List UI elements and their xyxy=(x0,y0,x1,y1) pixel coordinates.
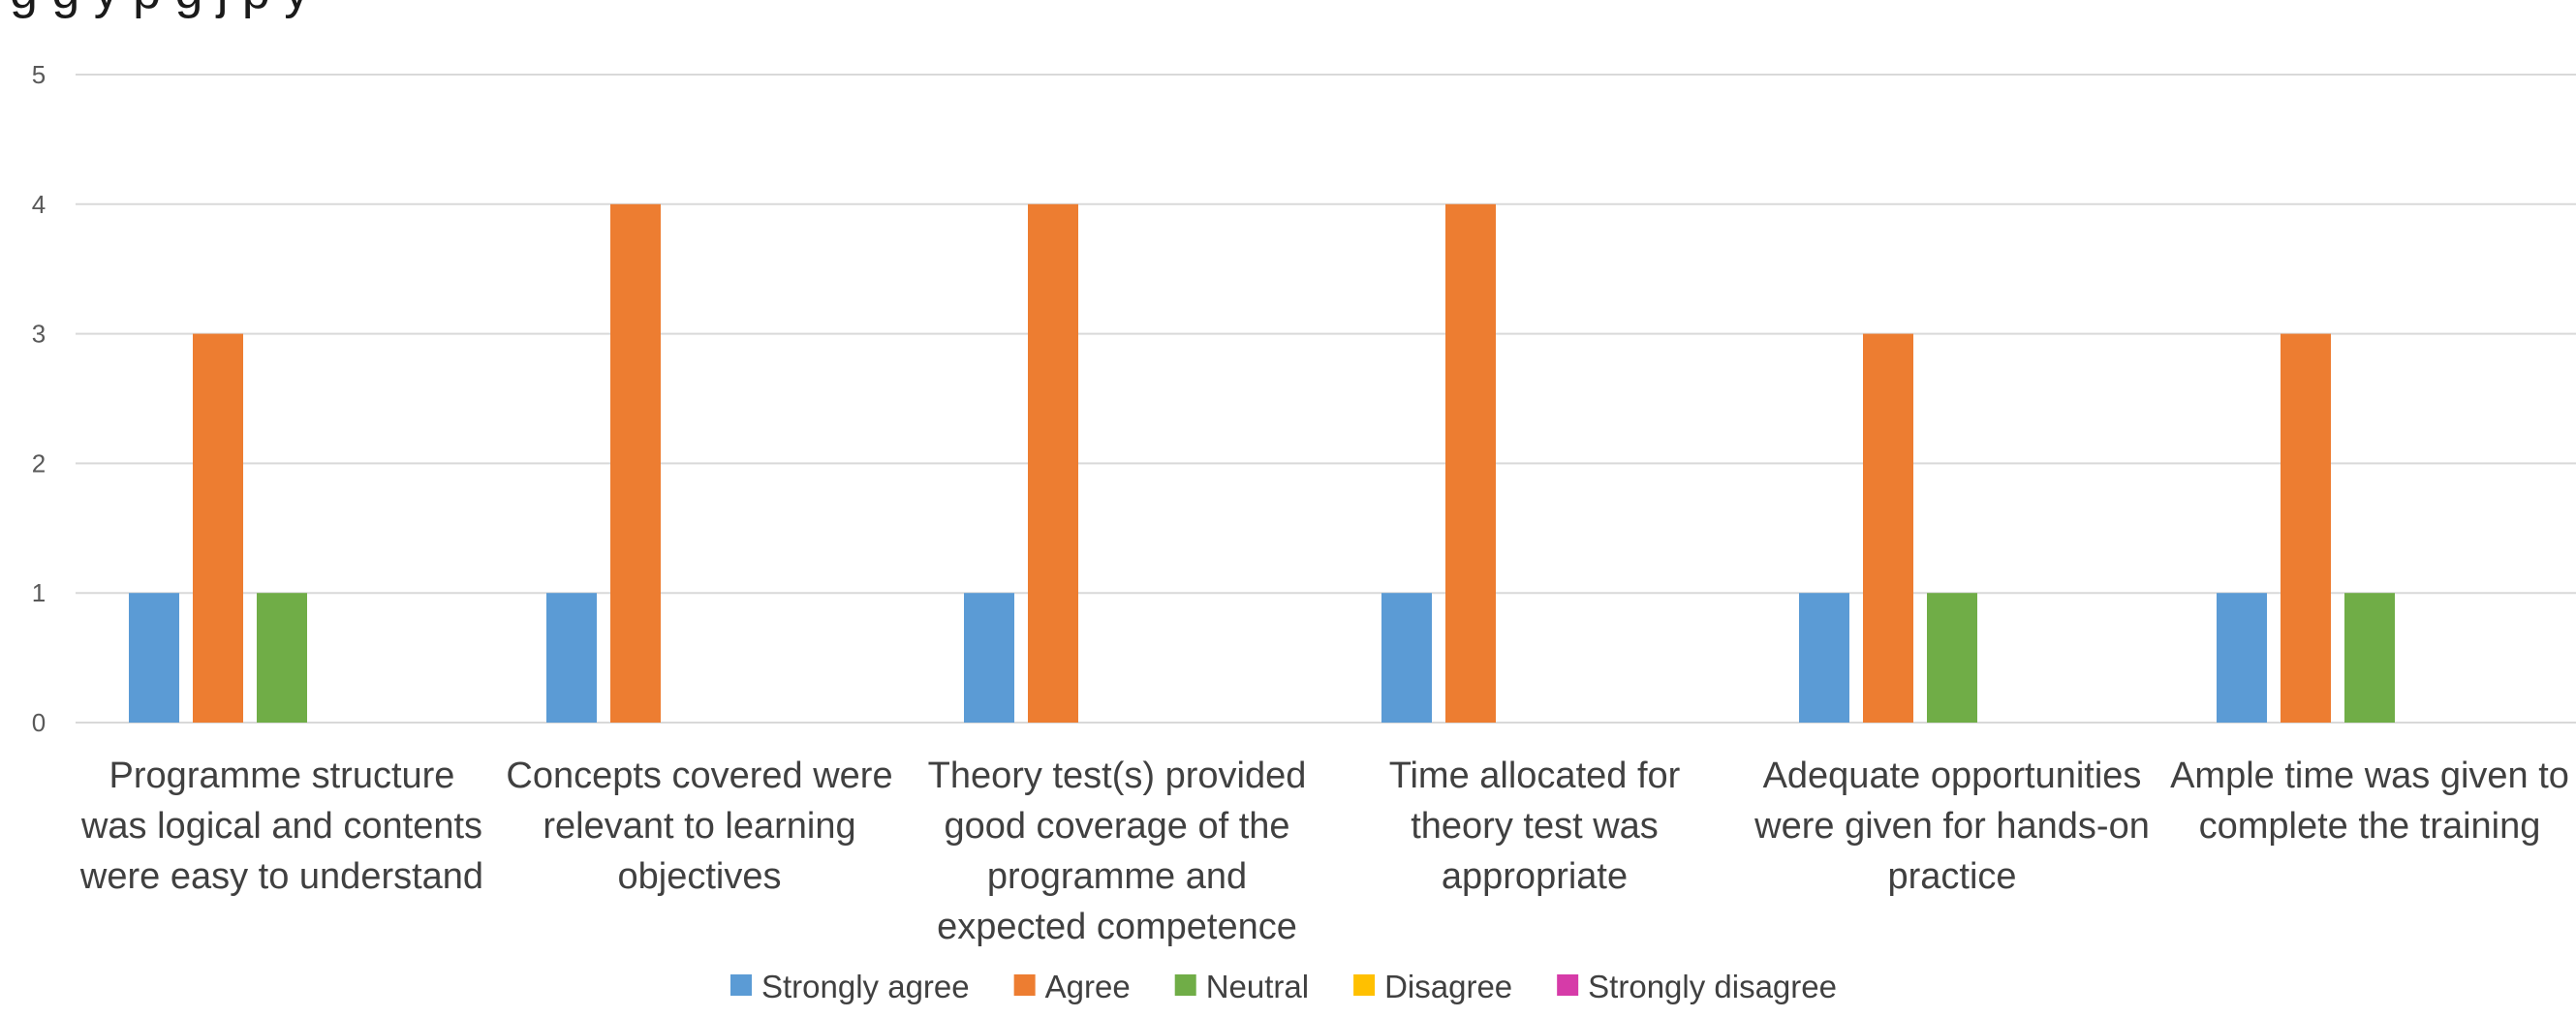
legend-label: Strongly agree xyxy=(761,969,970,1004)
legend: Strongly agree Agree Neutral Disagree Strong… xyxy=(730,969,1837,1004)
gridlines xyxy=(76,74,2576,724)
bar-agree xyxy=(1863,333,1913,723)
x-category-label-line: Theory test(s) provided xyxy=(928,756,1307,796)
bar-strongly-agree xyxy=(129,593,179,723)
x-category-label-line: Adequate opportunities xyxy=(1763,756,2142,796)
bar-neutral xyxy=(2344,593,2395,723)
legend-swatch xyxy=(1174,974,1196,996)
x-category-label-line: relevant to learning xyxy=(543,806,855,847)
bar-agree xyxy=(1445,203,1496,724)
legend-label: Disagree xyxy=(1384,969,1512,1004)
y-tick-label: 5 xyxy=(32,60,46,89)
legend-label: Strongly disagree xyxy=(1588,969,1837,1004)
x-category-label-line: were given for hands-on xyxy=(1754,806,2150,847)
x-category-label: Ample time was given to complete the trai… xyxy=(2170,756,2569,847)
x-category-label-line: theory test was xyxy=(1411,806,1659,847)
legend-label: Agree xyxy=(1045,969,1131,1004)
bar-strongly-agree xyxy=(1799,593,1849,723)
bar-strongly-agree xyxy=(546,593,597,723)
x-category-label-line: Ample time was given to xyxy=(2170,756,2569,796)
x-category-label-line: complete the training xyxy=(2199,806,2541,847)
x-category-label: Concepts covered were relevant to learnin… xyxy=(506,756,892,897)
legend-swatch xyxy=(730,974,752,996)
y-tick-label: 4 xyxy=(32,190,46,219)
x-category-label: Theory test(s) provided good coverage of … xyxy=(928,756,1307,947)
x-category-label-line: appropriate xyxy=(1442,856,1628,897)
y-tick-label: 2 xyxy=(32,448,46,478)
bar-strongly-agree xyxy=(2217,593,2267,723)
y-axis-tick-labels: 0 1 2 3 4 5 xyxy=(32,60,46,737)
x-category-label-line: were easy to understand xyxy=(79,856,483,897)
x-category-label-line: Programme structure xyxy=(109,756,455,796)
bar-agree xyxy=(2281,333,2331,723)
legend-swatch xyxy=(1013,974,1036,996)
bar-strongly-agree xyxy=(1381,593,1432,723)
chart-title: g g y p g j p y xyxy=(10,0,309,19)
x-category-label-line: practice xyxy=(1887,856,2016,897)
legend-label: Neutral xyxy=(1206,969,1309,1004)
x-category-label-line: was logical and contents xyxy=(80,806,482,847)
x-category-label-line: objectives xyxy=(618,856,782,897)
legend-swatch xyxy=(1557,974,1579,996)
x-category-label-line: Time allocated for xyxy=(1389,756,1681,796)
y-tick-label: 3 xyxy=(32,320,46,349)
bar-agree xyxy=(193,333,243,723)
x-category-label: Programme structure was logical and conte… xyxy=(79,756,483,897)
bar-strongly-agree xyxy=(964,593,1014,723)
x-category-label: Adequate opportunities were given for han… xyxy=(1754,756,2150,897)
y-tick-label: 1 xyxy=(32,578,46,607)
x-category-label-line: programme and xyxy=(987,856,1247,897)
bars xyxy=(129,203,2395,724)
x-category-label-line: Concepts covered were xyxy=(506,756,892,796)
bar-agree xyxy=(610,203,661,724)
bar-agree xyxy=(1028,203,1078,724)
y-tick-label: 0 xyxy=(32,708,46,737)
x-category-label-line: expected competence xyxy=(937,907,1297,947)
x-category-label-line: good coverage of the xyxy=(944,806,1289,847)
bar-neutral xyxy=(257,593,307,723)
legend-swatch xyxy=(1353,974,1376,996)
bar-neutral xyxy=(1927,593,1977,723)
x-category-label: Time allocated for theory test was appropr… xyxy=(1389,756,1681,897)
x-axis-category-labels: Programme structure was logical and conte… xyxy=(79,756,2569,947)
